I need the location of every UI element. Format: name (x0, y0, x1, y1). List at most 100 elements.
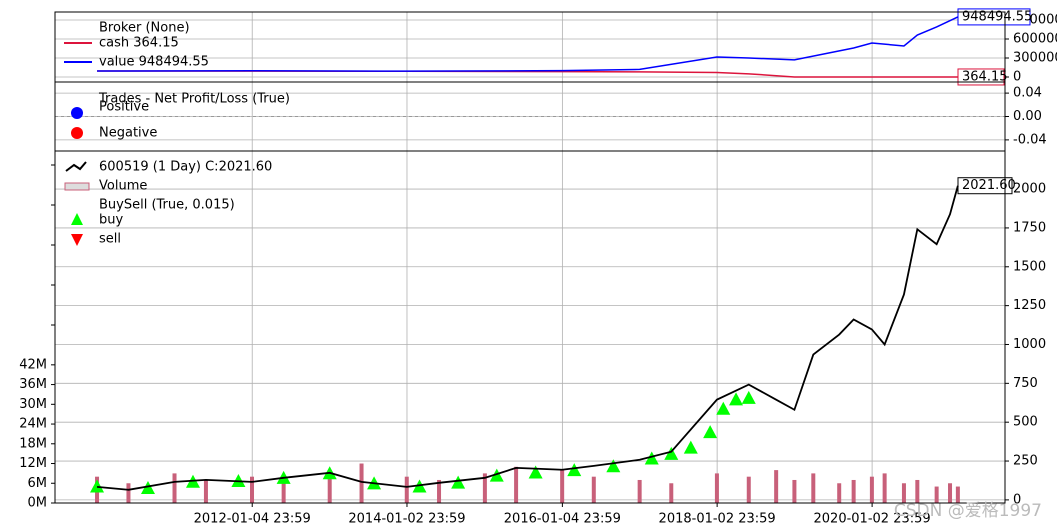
volume-bar (126, 483, 131, 503)
buy-marker (741, 390, 756, 404)
buy-marker (729, 392, 744, 406)
volume-bar (714, 473, 719, 503)
y2-tick-label: 6M (28, 476, 48, 491)
y2-tick-label: 24M (19, 417, 47, 432)
volume-bar (837, 483, 842, 503)
y-tick-label: 300000 (1013, 50, 1057, 65)
y-tick-label: 750 (1013, 376, 1038, 391)
y-tick-label: 0 (1013, 492, 1021, 507)
y-tick-label: 0.04 (1013, 86, 1042, 101)
watermark: CSDN @爱格1997 (894, 501, 1042, 521)
legend-icon (71, 234, 83, 246)
legend-icon (71, 127, 83, 139)
volume-bar (482, 473, 487, 503)
volume-bar (404, 476, 409, 503)
buy-marker (567, 463, 582, 477)
legend-label: Negative (99, 126, 157, 141)
y2-tick-label: 12M (19, 456, 47, 471)
buy-marker (451, 475, 466, 489)
x-tick-label: 2018-01-02 23:59 (659, 512, 776, 527)
volume-bar (637, 479, 642, 503)
volume-bar (514, 466, 519, 503)
y-tick-label: 1000 (1013, 337, 1046, 352)
y-tick-label: 1750 (1013, 220, 1046, 235)
legend-label: sell (99, 232, 121, 247)
volume-bar (281, 479, 286, 503)
volume-bar (811, 473, 816, 503)
y-tick-label: 250 (1013, 454, 1038, 469)
series-line (96, 185, 959, 491)
y2-tick-label: 18M (19, 436, 47, 451)
x-tick-label: 2016-01-04 23:59 (504, 512, 621, 527)
legend-label: cash 364.15 (99, 36, 179, 51)
y2-tick-label: 42M (19, 357, 47, 372)
legend-label: Positive (99, 100, 149, 115)
buy-marker (140, 481, 155, 495)
buy-marker (606, 459, 621, 473)
value-tag-label: 364.15 (962, 69, 1008, 84)
volume-bar (560, 470, 565, 503)
buy-marker (716, 401, 731, 415)
volume-bar (437, 479, 442, 503)
buy-marker (683, 440, 698, 454)
y2-tick-label: 36M (19, 377, 47, 392)
legend-label: Volume (99, 179, 147, 194)
volume-bar (948, 483, 953, 503)
buy-marker (528, 465, 543, 479)
legend-icon (71, 213, 83, 225)
buy-marker (489, 468, 504, 482)
y-tick-label: 1500 (1013, 259, 1046, 274)
legend-label: value 948494.55 (99, 55, 209, 70)
legend-title: Trades - Net Profit/Loss (True) (98, 92, 290, 107)
buy-marker (90, 479, 105, 493)
x-tick-label: 2014-01-02 23:59 (348, 512, 465, 527)
legend-title: BuySell (True, 0.015) (99, 198, 235, 213)
buy-marker (703, 425, 718, 439)
legend-label: buy (99, 213, 123, 228)
volume-bar (869, 476, 874, 503)
y-tick-label: -0.04 (1013, 132, 1047, 147)
legend-icon (65, 161, 87, 172)
y-tick-label: 500 (1013, 415, 1038, 430)
value-tag-label: 2021.60 (962, 178, 1016, 193)
value-tag (957, 8, 1031, 26)
buy-marker (644, 451, 659, 465)
volume-bar (203, 479, 208, 503)
volume-bar (934, 486, 939, 503)
series-line (97, 16, 959, 72)
volume-bar (172, 473, 177, 503)
volume-bar (669, 483, 674, 503)
volume-bar (792, 479, 797, 503)
volume-bar (774, 470, 779, 503)
volume-bar (327, 470, 332, 503)
buy-marker (664, 446, 679, 460)
y2-tick-label: 0M (28, 496, 48, 511)
y-tick-label: 0 (1013, 69, 1021, 84)
legend-icon (64, 182, 90, 191)
value-tag (957, 68, 1005, 86)
y-tick-label: 0.00 (1013, 109, 1042, 124)
y2-tick-label: 30M (19, 397, 47, 412)
x-tick-label: 2012-01-04 23:59 (194, 512, 311, 527)
legend-icon (71, 107, 83, 119)
volume-bar (851, 479, 856, 503)
panel-frame (54, 150, 1006, 504)
volume-bar (955, 486, 960, 503)
volume-bar (882, 473, 887, 503)
value-tag (957, 177, 1013, 195)
legend-label: 600519 (1 Day) C:2021.60 (99, 160, 272, 175)
x-tick-label: 2020-01-02 23:59 (814, 512, 931, 527)
y-tick-label: 2000 (1013, 182, 1046, 197)
volume-bar (746, 476, 751, 503)
series-line (97, 70, 958, 78)
volume-bar (250, 476, 255, 503)
y-tick-label: 1250 (1013, 298, 1046, 313)
legend-title: Broker (None) (99, 21, 190, 36)
volume-bar (915, 479, 920, 503)
value-tag-label: 948494.55 (962, 9, 1032, 24)
volume-bar (359, 463, 364, 503)
volume-bar (591, 476, 596, 503)
volume-bar (901, 483, 906, 503)
